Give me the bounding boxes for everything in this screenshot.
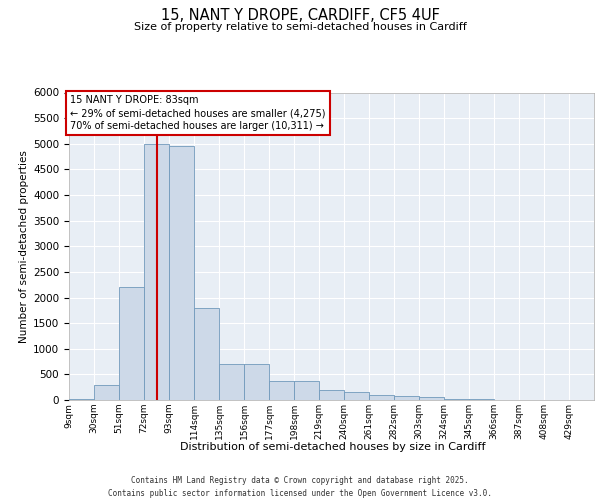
Bar [244,364,269,400]
Bar [394,396,419,400]
Bar [419,397,444,400]
Text: Distribution of semi-detached houses by size in Cardiff: Distribution of semi-detached houses by … [180,442,486,452]
Bar [269,380,294,400]
Bar [319,390,344,400]
Bar [69,399,94,400]
Text: Size of property relative to semi-detached houses in Cardiff: Size of property relative to semi-detach… [134,22,466,32]
Bar [194,308,219,400]
Bar [369,395,394,400]
Bar [94,384,119,400]
Bar [144,144,169,400]
Text: Contains HM Land Registry data © Crown copyright and database right 2025.
Contai: Contains HM Land Registry data © Crown c… [108,476,492,498]
Y-axis label: Number of semi-detached properties: Number of semi-detached properties [19,150,29,342]
Bar [444,399,469,400]
Bar [344,392,369,400]
Bar [219,364,244,400]
Bar [294,380,319,400]
Text: 15 NANT Y DROPE: 83sqm
← 29% of semi-detached houses are smaller (4,275)
70% of : 15 NANT Y DROPE: 83sqm ← 29% of semi-det… [70,95,326,132]
Text: 15, NANT Y DROPE, CARDIFF, CF5 4UF: 15, NANT Y DROPE, CARDIFF, CF5 4UF [161,8,439,22]
Bar [119,287,144,400]
Bar [169,146,194,400]
